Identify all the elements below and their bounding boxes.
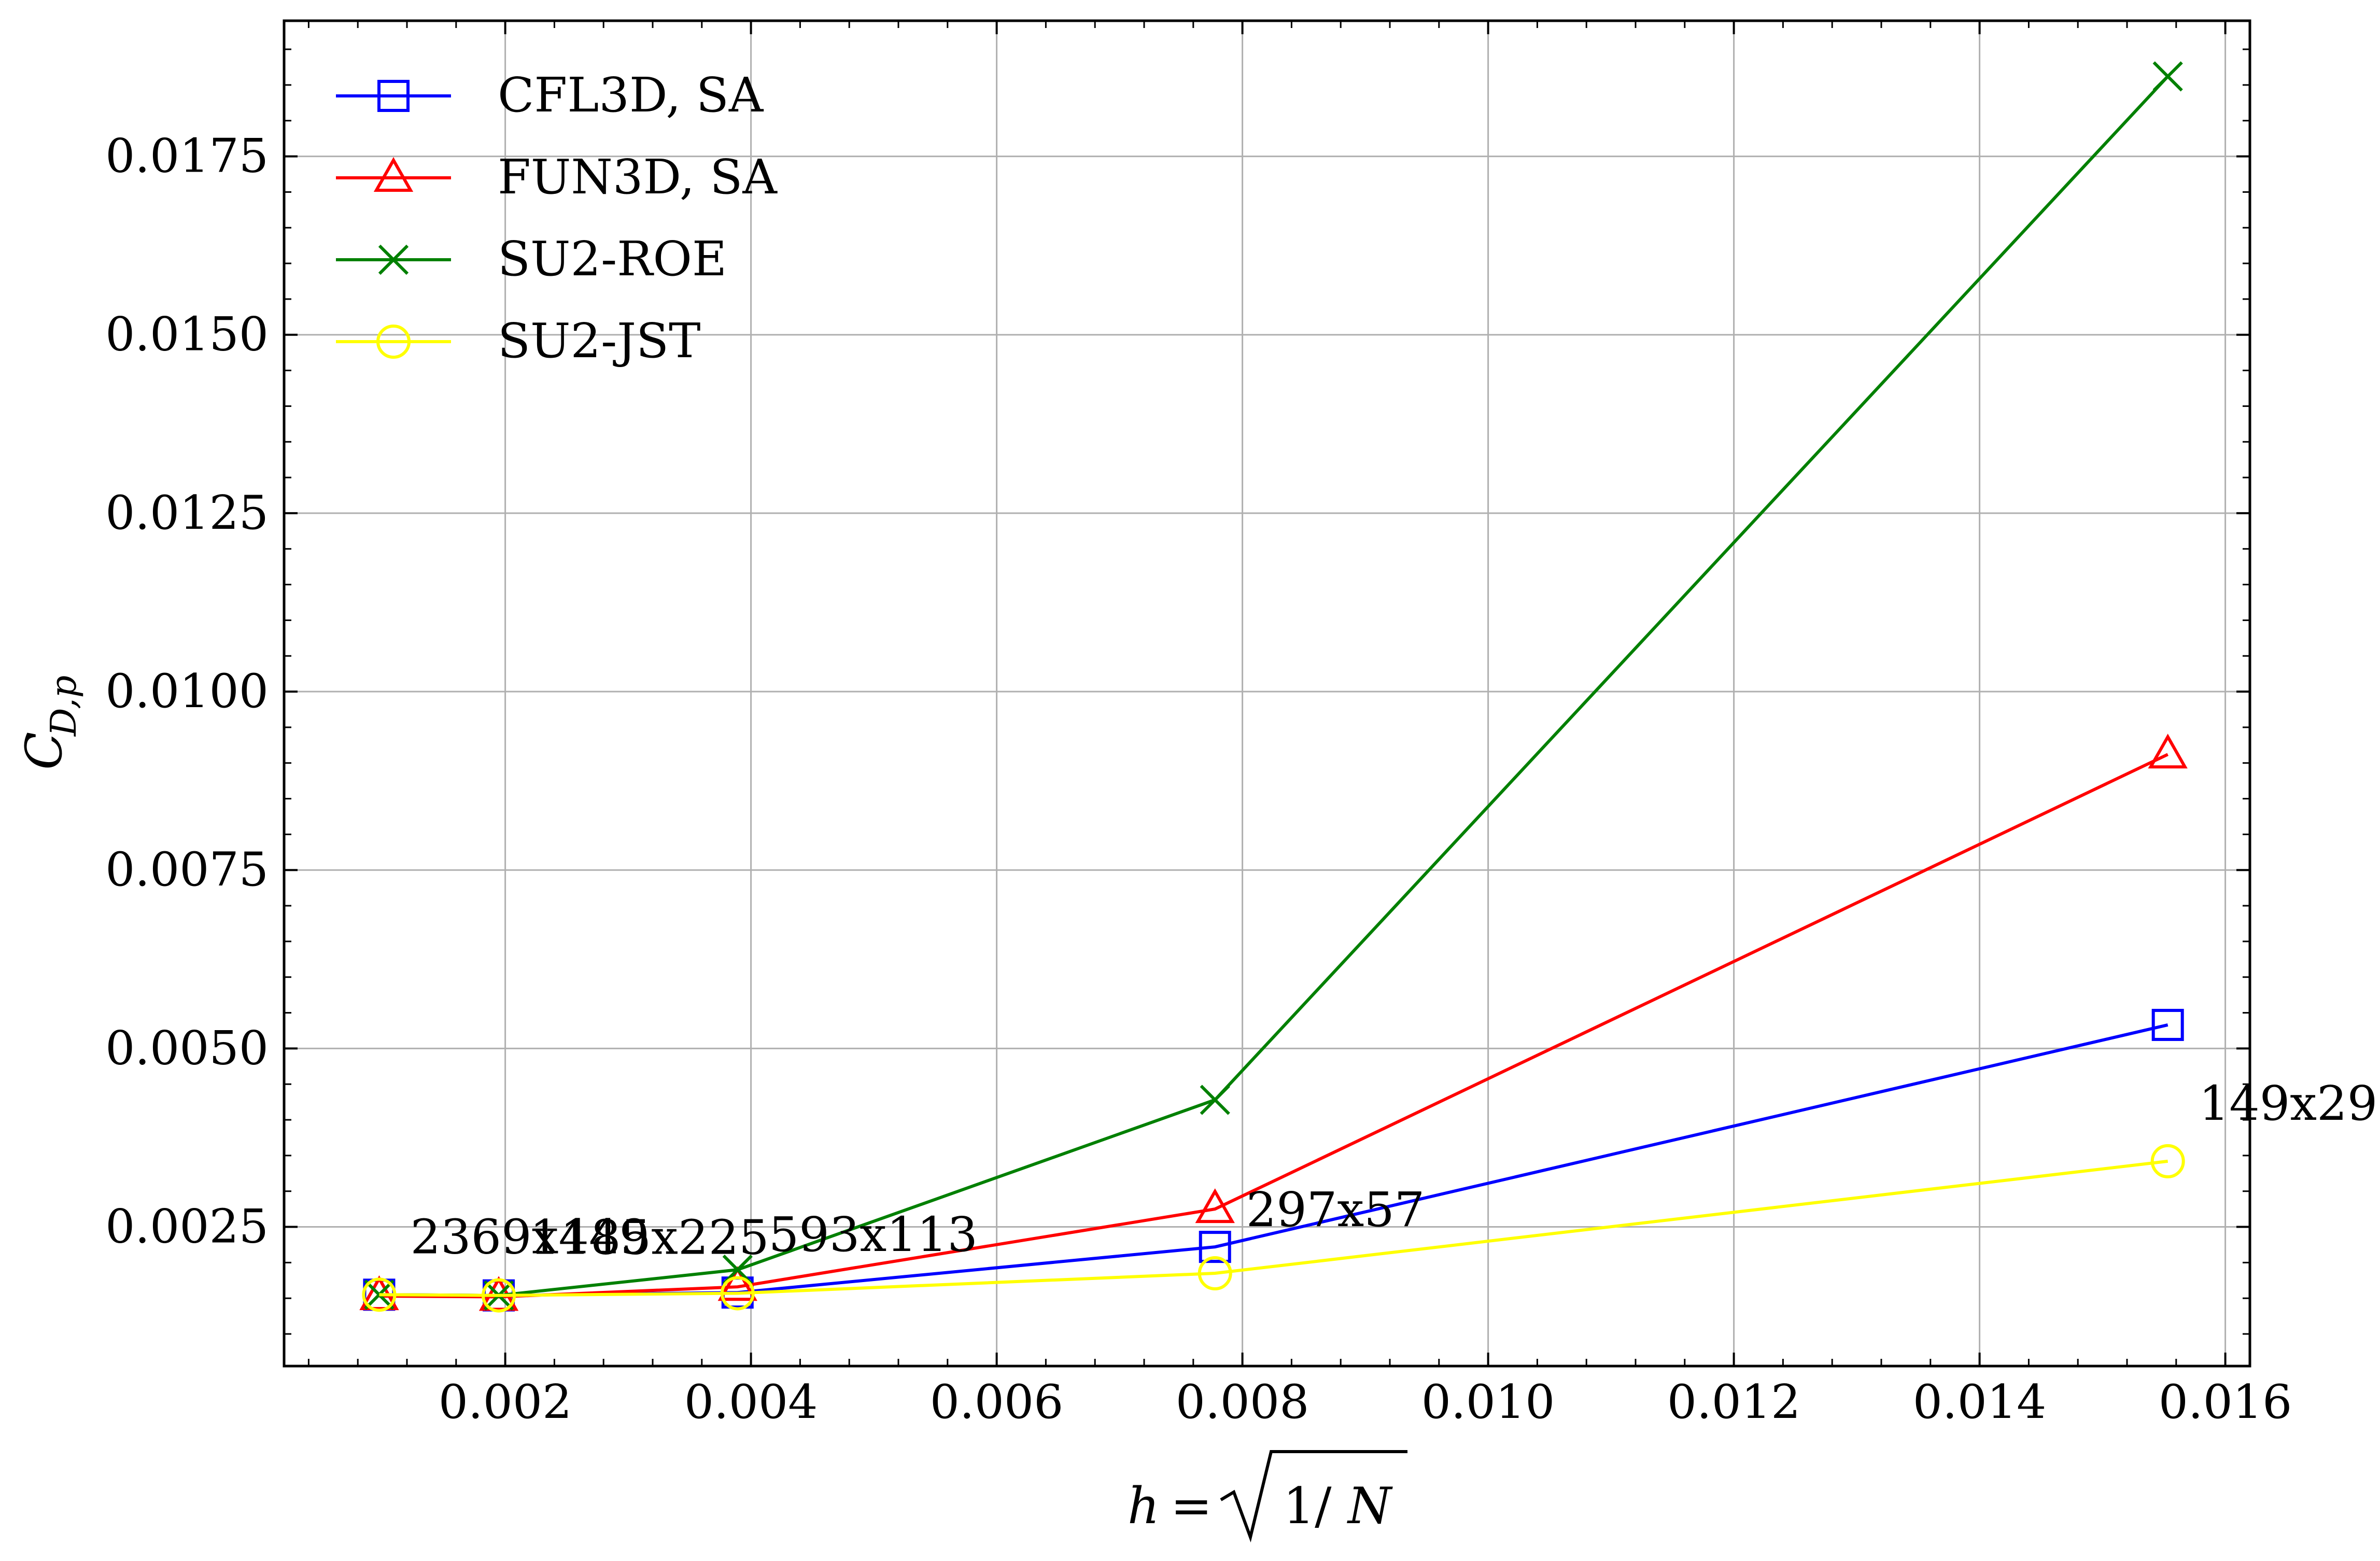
data-point (2148, 734, 2188, 769)
x-tick-label: 0.002 (439, 1375, 572, 1429)
data-point (720, 1276, 755, 1311)
x-label-radical (1220, 1450, 1407, 1543)
x-tick-label: 0.012 (1667, 1375, 1801, 1429)
legend-item: FUN3D, SA (336, 149, 778, 205)
y-tick-label: 0.0075 (105, 842, 269, 897)
x-tick-label: 0.014 (1913, 1375, 2047, 1429)
point-annotation: 1185x225 (530, 1210, 769, 1265)
x-tick-label: 0.010 (1421, 1375, 1555, 1429)
y-tick-label: 0.0150 (105, 307, 269, 362)
x-tick-label: 0.016 (2159, 1375, 2292, 1429)
legend-item: SU2-ROE (336, 231, 727, 287)
legend-marker (373, 157, 414, 192)
x-tick-label: 0.006 (930, 1375, 1064, 1429)
point-annotation: 297x57 (1246, 1182, 1425, 1237)
legend-marker (377, 80, 410, 112)
x-label-h: h (1128, 1477, 1160, 1535)
series-3 (362, 1144, 2185, 1313)
tick-labels: 0.002 0.004 0.006 0.008 0.010 0.012 0.014 0.016… (105, 129, 2292, 1429)
data-point (482, 1278, 516, 1313)
x-label-n: N (1347, 1477, 1393, 1535)
series-layer (359, 61, 2188, 1313)
series-line (379, 1159, 2168, 1297)
y-tick-label: 0.0100 (105, 664, 269, 719)
x-tick-label: 0.004 (684, 1375, 818, 1429)
x-label-equals: = (1171, 1477, 1212, 1535)
data-point (1200, 1085, 1230, 1115)
y-tick-label: 0.0125 (105, 486, 269, 540)
point-annotation: 2369x449 (410, 1209, 650, 1264)
data-point (1195, 1188, 1235, 1224)
legend-marker (378, 244, 409, 275)
legend-label: FUN3D, SA (498, 149, 778, 205)
data-point (362, 1277, 397, 1312)
axis-labels: h = 1/N CD,p (15, 676, 1407, 1543)
data-point (2150, 1144, 2185, 1178)
data-point (364, 1279, 395, 1310)
legend: CFL3D, SA FUN3D, SA SU2-ROE SU2-JST (336, 67, 778, 369)
legend-label: SU2-ROE (498, 231, 727, 287)
data-point (2151, 1008, 2184, 1041)
x-axis-label: h = 1/N (1128, 1450, 1407, 1543)
data-point (717, 1266, 757, 1301)
y-label-subscript: D,p (44, 676, 85, 737)
point-annotation: 149x29 (2199, 1076, 2378, 1131)
legend-item: SU2-JST (336, 313, 700, 369)
data-point (1199, 1231, 1231, 1263)
y-axis-label: CD,p (15, 676, 85, 770)
legend-label: SU2-JST (498, 313, 700, 369)
y-tick-label: 0.0025 (105, 1200, 269, 1254)
plot-frame (283, 19, 2251, 1368)
data-point (2152, 61, 2183, 92)
legend-item: CFL3D, SA (336, 67, 764, 123)
y-tick-label: 0.0175 (105, 129, 269, 184)
legend-label: CFL3D, SA (498, 67, 764, 123)
x-tick-label: 0.008 (1176, 1375, 1309, 1429)
legend-marker (376, 325, 411, 359)
point-annotation: 593x113 (769, 1207, 978, 1262)
y-tick-label: 0.0050 (105, 1021, 269, 1075)
data-point (1198, 1256, 1232, 1291)
x-label-fraction: 1/ (1283, 1477, 1332, 1535)
y-label-c: C (15, 732, 73, 770)
ticks (284, 21, 2250, 1366)
